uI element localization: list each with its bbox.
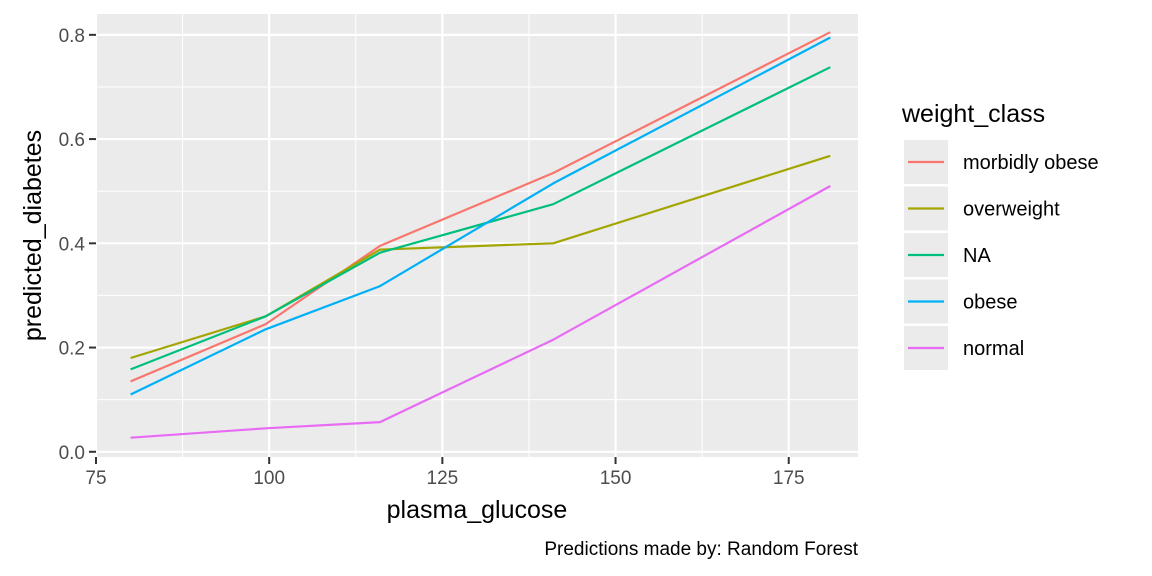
legend-label: obese — [963, 292, 1018, 314]
series-line-obese — [130, 36, 831, 396]
axes: 0.0 0.2 0.4 0.6 0.8 75 100 125 150 175 — [59, 26, 805, 489]
chart-caption: Predictions made by: Random Forest — [544, 539, 858, 560]
legend-label: overweight — [963, 199, 1060, 221]
series-line-morbidly-obese — [130, 31, 831, 383]
y-tick-label: 0.6 — [59, 130, 85, 151]
x-tick-label: 100 — [253, 468, 285, 489]
x-tick-label: 175 — [773, 468, 805, 489]
plot-panel — [94, 14, 858, 457]
y-tick-label: 0.2 — [59, 339, 85, 360]
panel-background — [96, 14, 858, 457]
legend-title: weight_class — [901, 100, 1045, 128]
series-line-na — [130, 66, 831, 371]
series-line-overweight — [130, 154, 831, 360]
y-tick-label: 0.8 — [59, 26, 85, 47]
x-axis-title: plasma_glucose — [387, 496, 568, 524]
y-tick-label: 0.0 — [59, 443, 85, 464]
legend-label: normal — [963, 338, 1024, 360]
legend-label: morbidly obese — [963, 152, 1099, 174]
x-tick-label: 75 — [85, 468, 106, 489]
x-tick-label: 150 — [600, 468, 632, 489]
y-tick-label: 0.4 — [59, 234, 86, 255]
legend: weight_class morbidly obese overweight NA o… — [901, 100, 1099, 370]
x-tick-label: 125 — [427, 468, 459, 489]
series-line-normal — [130, 185, 831, 439]
series-lines — [130, 31, 831, 439]
legend-label: NA — [963, 245, 991, 267]
y-axis-title: predicted_diabetes — [19, 130, 47, 341]
